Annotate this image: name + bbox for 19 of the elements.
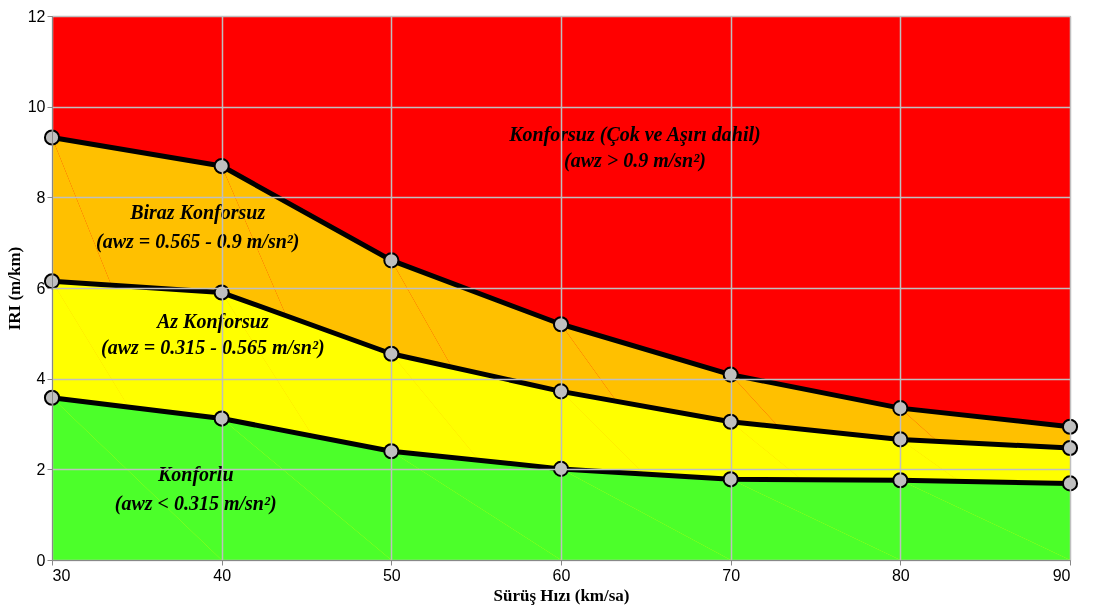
y-tick-label: 8 — [36, 188, 46, 206]
y-tick-label: 6 — [36, 279, 46, 297]
y-tick-label: 12 — [27, 7, 46, 25]
annotation: (awz < 0.315 m/sn²) — [114, 491, 277, 515]
x-tick-label: 70 — [722, 566, 741, 584]
annotation: (awz > 0.9 m/sn²) — [563, 149, 706, 173]
x-tick-label: 60 — [552, 566, 571, 584]
y-tick-label: 0 — [36, 551, 46, 569]
x-tick-label: 40 — [213, 566, 232, 584]
annotation: (awz = 0.315 - 0.565 m/sn²) — [101, 336, 325, 360]
x-tick-label: 90 — [1052, 566, 1071, 584]
y-tick-label: 2 — [36, 460, 46, 478]
x-tick-label: 50 — [382, 566, 401, 584]
x-tick-label: 80 — [891, 566, 910, 584]
y-axis-title: IRI (m/km) — [4, 246, 24, 331]
y-tick-label: 10 — [27, 98, 46, 116]
x-axis-title: Sürüş Hızı (km/sa) — [493, 585, 630, 605]
y-tick-label: 4 — [36, 370, 46, 388]
x-tick-label: 30 — [52, 566, 71, 584]
